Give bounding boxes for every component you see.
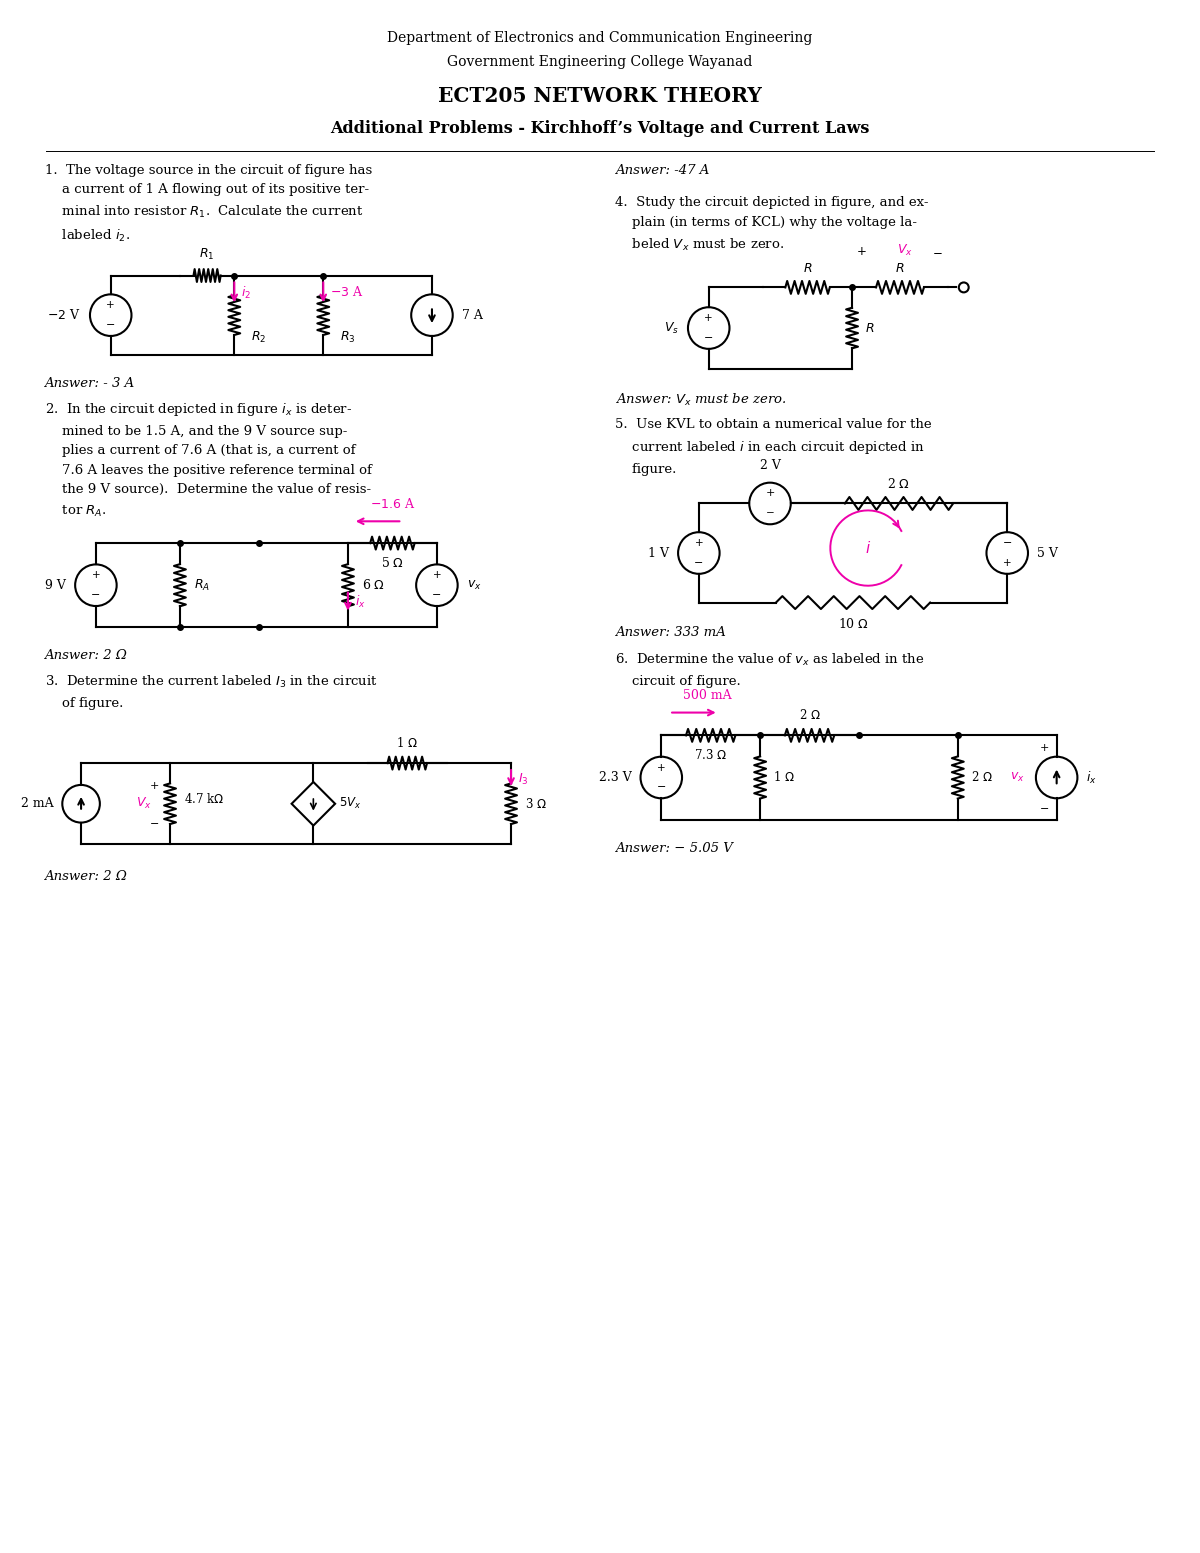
Text: 10 $\Omega$: 10 $\Omega$ [838, 618, 869, 632]
Text: +: + [107, 300, 115, 311]
Text: −: − [656, 783, 666, 792]
Text: 7.3 $\Omega$: 7.3 $\Omega$ [694, 749, 727, 763]
Text: $-$: $-$ [932, 245, 943, 258]
Text: +: + [695, 537, 703, 548]
Text: 5 V: 5 V [1037, 547, 1057, 559]
Text: $V_x$: $V_x$ [137, 797, 152, 811]
Text: +: + [766, 489, 775, 499]
Text: $i$: $i$ [865, 540, 871, 556]
Text: $-2$ V: $-2$ V [48, 307, 82, 321]
Text: −: − [432, 590, 442, 599]
Text: Government Engineering College Wayanad: Government Engineering College Wayanad [448, 56, 752, 70]
Text: −: − [704, 332, 714, 343]
Text: $-$: $-$ [1039, 801, 1049, 812]
Text: 2 mA: 2 mA [20, 797, 54, 811]
Text: $R$: $R$ [865, 321, 875, 334]
Text: 2.  In the circuit depicted in figure $i_x$ is deter-
    mined to be 1.5 A, and: 2. In the circuit depicted in figure $i_… [44, 401, 371, 519]
Text: $-3$ A: $-3$ A [330, 286, 364, 300]
Text: Answer: − 5.05 V: Answer: − 5.05 V [614, 842, 733, 856]
Text: −: − [106, 320, 115, 331]
Text: −: − [766, 508, 774, 519]
Text: $-$: $-$ [149, 817, 160, 826]
Text: +: + [432, 570, 442, 581]
Text: 3.  Determine the current labeled $I_3$ in the circuit
    of figure.: 3. Determine the current labeled $I_3$ i… [44, 674, 377, 710]
Text: Answer: $V_x$ must be zero.: Answer: $V_x$ must be zero. [614, 391, 786, 407]
Text: +: + [656, 763, 666, 772]
Text: +: + [1039, 744, 1049, 753]
Text: 7 A: 7 A [462, 309, 482, 321]
Text: 4.7 k$\Omega$: 4.7 k$\Omega$ [184, 792, 224, 806]
Text: +: + [91, 570, 101, 581]
Text: Answer: 2 Ω: Answer: 2 Ω [44, 870, 127, 884]
Text: Answer: - 3 A: Answer: - 3 A [44, 377, 134, 390]
Text: 5.  Use KVL to obtain a numerical value for the
    current labeled $i$ in each : 5. Use KVL to obtain a numerical value f… [614, 418, 931, 475]
Text: 1.  The voltage source in the circuit of figure has
    a current of 1 A flowing: 1. The voltage source in the circuit of … [44, 163, 372, 244]
Text: 9 V: 9 V [46, 579, 66, 592]
Text: 1 $\Omega$: 1 $\Omega$ [396, 736, 418, 750]
Text: $R_A$: $R_A$ [193, 578, 210, 593]
Text: 2.3 V: 2.3 V [599, 770, 631, 784]
Text: −: − [694, 558, 703, 568]
Text: +: + [857, 245, 866, 258]
Text: +: + [1003, 558, 1012, 568]
Text: Answer: -47 A: Answer: -47 A [614, 163, 709, 177]
Text: 500 mA: 500 mA [683, 688, 732, 702]
Text: 2 $\Omega$: 2 $\Omega$ [799, 708, 821, 722]
Text: 3 $\Omega$: 3 $\Omega$ [524, 797, 547, 811]
Text: $i_2$: $i_2$ [241, 286, 251, 301]
Text: 2 $\Omega$: 2 $\Omega$ [971, 770, 992, 784]
Text: $5V_x$: $5V_x$ [340, 797, 361, 811]
Text: 2 $\Omega$: 2 $\Omega$ [888, 477, 911, 491]
Text: $R_2$: $R_2$ [251, 329, 266, 345]
Text: 2 V: 2 V [760, 458, 780, 472]
Text: $V_x$: $V_x$ [898, 242, 913, 258]
Text: $v_x$: $v_x$ [1010, 770, 1025, 784]
Text: $i_x$: $i_x$ [355, 593, 366, 610]
Text: $R_1$: $R_1$ [199, 247, 215, 261]
Text: $V_s$: $V_s$ [664, 320, 679, 335]
Text: $R_3$: $R_3$ [340, 329, 355, 345]
Text: +: + [704, 314, 713, 323]
Text: −: − [1002, 537, 1012, 548]
Text: Answer: 2 Ω: Answer: 2 Ω [44, 649, 127, 662]
Text: $R$: $R$ [803, 261, 812, 275]
Text: $R$: $R$ [895, 261, 905, 275]
Text: Additional Problems - Kirchhoff’s Voltage and Current Laws: Additional Problems - Kirchhoff’s Voltag… [330, 120, 870, 137]
Text: Department of Electronics and Communication Engineering: Department of Electronics and Communicat… [388, 31, 812, 45]
Text: ECT205 NETWORK THEORY: ECT205 NETWORK THEORY [438, 85, 762, 106]
Text: 4.  Study the circuit depicted in figure, and ex-
    plain (in terms of KCL) wh: 4. Study the circuit depicted in figure,… [614, 196, 929, 253]
Text: $-1.6$ A: $-1.6$ A [370, 497, 415, 511]
Text: −: − [91, 590, 101, 599]
Text: 1 V: 1 V [648, 547, 670, 559]
Text: Answer: 333 mA: Answer: 333 mA [614, 626, 726, 640]
Text: $I_3$: $I_3$ [518, 772, 528, 786]
Text: +: + [150, 781, 158, 790]
Text: $v_x$: $v_x$ [467, 579, 481, 592]
Text: $i_x$: $i_x$ [1086, 769, 1097, 786]
Text: 5 $\Omega$: 5 $\Omega$ [380, 556, 404, 570]
Text: 6 $\Omega$: 6 $\Omega$ [361, 578, 385, 592]
Text: 1 $\Omega$: 1 $\Omega$ [773, 770, 794, 784]
Text: 6.  Determine the value of $v_x$ as labeled in the
    circuit of figure.: 6. Determine the value of $v_x$ as label… [614, 652, 924, 688]
